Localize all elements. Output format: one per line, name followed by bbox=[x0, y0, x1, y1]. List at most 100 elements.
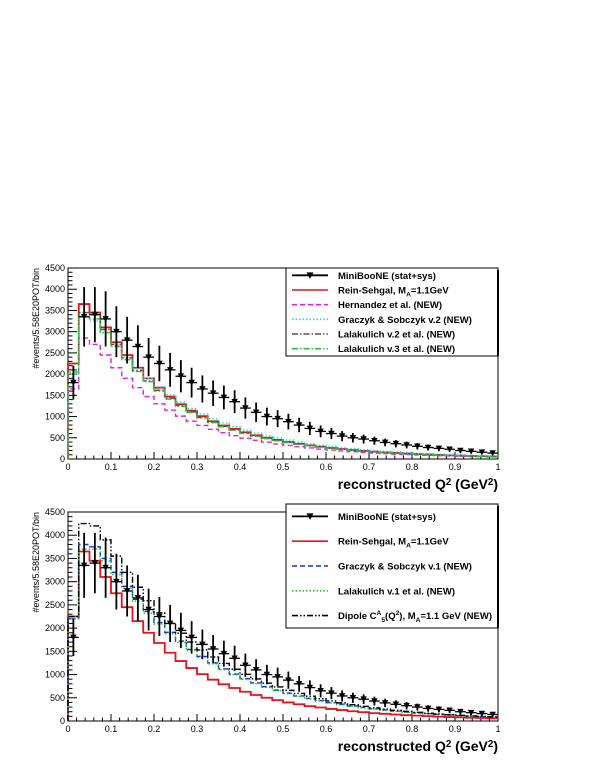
x-axis-label: reconstructed Q2 (GeV2) bbox=[338, 738, 498, 754]
data-point bbox=[113, 578, 120, 585]
data-point bbox=[338, 693, 346, 700]
y-tick-label: 2500 bbox=[45, 348, 65, 358]
data-point bbox=[478, 449, 486, 456]
data-point bbox=[242, 405, 249, 412]
data-point bbox=[295, 422, 303, 429]
data-point bbox=[371, 437, 378, 444]
data-point bbox=[263, 671, 271, 678]
data-point bbox=[209, 390, 217, 397]
legend-label: Hernandez et al. (NEW) bbox=[338, 300, 442, 311]
x-tick-label: 0.8 bbox=[406, 724, 419, 734]
data-point bbox=[457, 708, 464, 715]
x-tick-label: 0.6 bbox=[320, 462, 333, 472]
data-point bbox=[295, 681, 303, 688]
x-tick-label: 0.2 bbox=[148, 462, 161, 472]
data-point bbox=[392, 440, 400, 447]
data-point bbox=[328, 430, 335, 437]
data-point bbox=[403, 702, 410, 709]
data-point bbox=[457, 447, 464, 454]
data-point bbox=[435, 706, 443, 713]
data-point bbox=[242, 662, 249, 669]
data-point bbox=[478, 710, 486, 717]
data-point bbox=[188, 634, 195, 641]
legend-label: MiniBooNE (stat+sys) bbox=[338, 512, 436, 523]
legend-label: Rein-Sehgal, MA=1.1GeV bbox=[338, 286, 449, 299]
data-point bbox=[199, 641, 206, 648]
data-point bbox=[306, 684, 314, 691]
x-tick-label: 0.1 bbox=[105, 462, 118, 472]
x-tick-label: 1 bbox=[495, 462, 500, 472]
data-point bbox=[134, 595, 142, 602]
data-point bbox=[188, 379, 195, 386]
data-point bbox=[80, 562, 88, 569]
y-tick-label: 4000 bbox=[45, 284, 65, 294]
x-tick-label: 0.8 bbox=[406, 462, 419, 472]
top-panel: 0 0.1 0.2 0.3 0.4 0.5 0.6 0.7 0.8 0.9 1 0 500 1000 150… bbox=[31, 263, 501, 492]
data-point bbox=[338, 433, 346, 440]
data-point bbox=[220, 650, 228, 657]
data-point bbox=[317, 428, 324, 435]
data-point bbox=[156, 360, 163, 367]
legend-data-marker bbox=[306, 272, 314, 279]
x-tick-label: 0.4 bbox=[234, 724, 247, 734]
x-tick-label: 0.1 bbox=[105, 724, 118, 734]
data-point bbox=[371, 698, 378, 705]
legend-label: Lalakulich v.3 et al. (NEW) bbox=[338, 344, 455, 355]
data-point bbox=[403, 442, 410, 449]
data-point bbox=[274, 674, 281, 681]
data-point bbox=[381, 439, 389, 446]
x-tick-label: 0.4 bbox=[234, 462, 247, 472]
y-tick-label: 1500 bbox=[45, 646, 65, 656]
x-tick-label: 0 bbox=[65, 724, 70, 734]
legend-label: Lalakulich v.1 et al. (NEW) bbox=[338, 586, 455, 597]
y-axis-label: #events/5.58E20POT/bin bbox=[31, 268, 41, 369]
data-point bbox=[317, 688, 324, 695]
x-tick-label: 0.9 bbox=[449, 724, 462, 734]
data-point bbox=[467, 709, 475, 716]
data-point bbox=[123, 337, 131, 344]
data-point bbox=[360, 436, 367, 443]
y-tick-label: 1000 bbox=[45, 412, 65, 422]
y-tick-label: 3000 bbox=[45, 577, 65, 587]
legend-data-marker bbox=[306, 513, 314, 520]
data-point bbox=[285, 677, 292, 684]
y-axis-label: #events/5.58E20POT/bin bbox=[31, 512, 41, 613]
y-tick-label: 2000 bbox=[45, 369, 65, 379]
data-point bbox=[145, 606, 152, 613]
data-point bbox=[263, 413, 271, 420]
data-point bbox=[113, 328, 120, 335]
x-tick-label: 0.5 bbox=[277, 462, 290, 472]
data-point bbox=[328, 690, 335, 697]
y-tick-label: 4000 bbox=[45, 530, 65, 540]
series-histogram bbox=[67, 522, 498, 721]
x-tick-label: 0.2 bbox=[148, 724, 161, 734]
data-point bbox=[134, 343, 142, 350]
y-tick-label: 2500 bbox=[45, 600, 65, 610]
data-point bbox=[209, 646, 217, 653]
data-point bbox=[177, 373, 185, 380]
data-point bbox=[446, 446, 453, 453]
y-tick-label: 1500 bbox=[45, 390, 65, 400]
series-histogram bbox=[67, 550, 498, 721]
x-tick-label: 0.9 bbox=[449, 462, 462, 472]
y-tick-label: 4500 bbox=[45, 263, 65, 273]
series-histogram bbox=[67, 316, 498, 459]
data-point bbox=[102, 564, 109, 571]
data-point bbox=[360, 696, 367, 703]
legend-label: MiniBooNE (stat+sys) bbox=[338, 271, 436, 282]
data-point bbox=[349, 434, 357, 441]
data-point bbox=[166, 367, 174, 374]
data-point bbox=[177, 627, 185, 634]
x-tick-label: 0.6 bbox=[320, 724, 333, 734]
x-tick-label: 0.7 bbox=[363, 724, 376, 734]
data-point bbox=[145, 354, 152, 361]
data-point bbox=[435, 445, 443, 452]
data-point bbox=[102, 316, 109, 323]
bottom-panel: 0 0.1 0.2 0.3 0.4 0.5 0.6 0.7 0.8 0.9 1 0 500 1000 150… bbox=[31, 503, 501, 754]
legend-label: Dipole CA5(Q2), MA=1.1 GeV (NEW) bbox=[338, 610, 492, 624]
data-point bbox=[252, 667, 260, 674]
series-histogram bbox=[67, 548, 498, 721]
data-point bbox=[306, 425, 314, 432]
data-point bbox=[252, 409, 260, 416]
data-point bbox=[381, 700, 389, 707]
